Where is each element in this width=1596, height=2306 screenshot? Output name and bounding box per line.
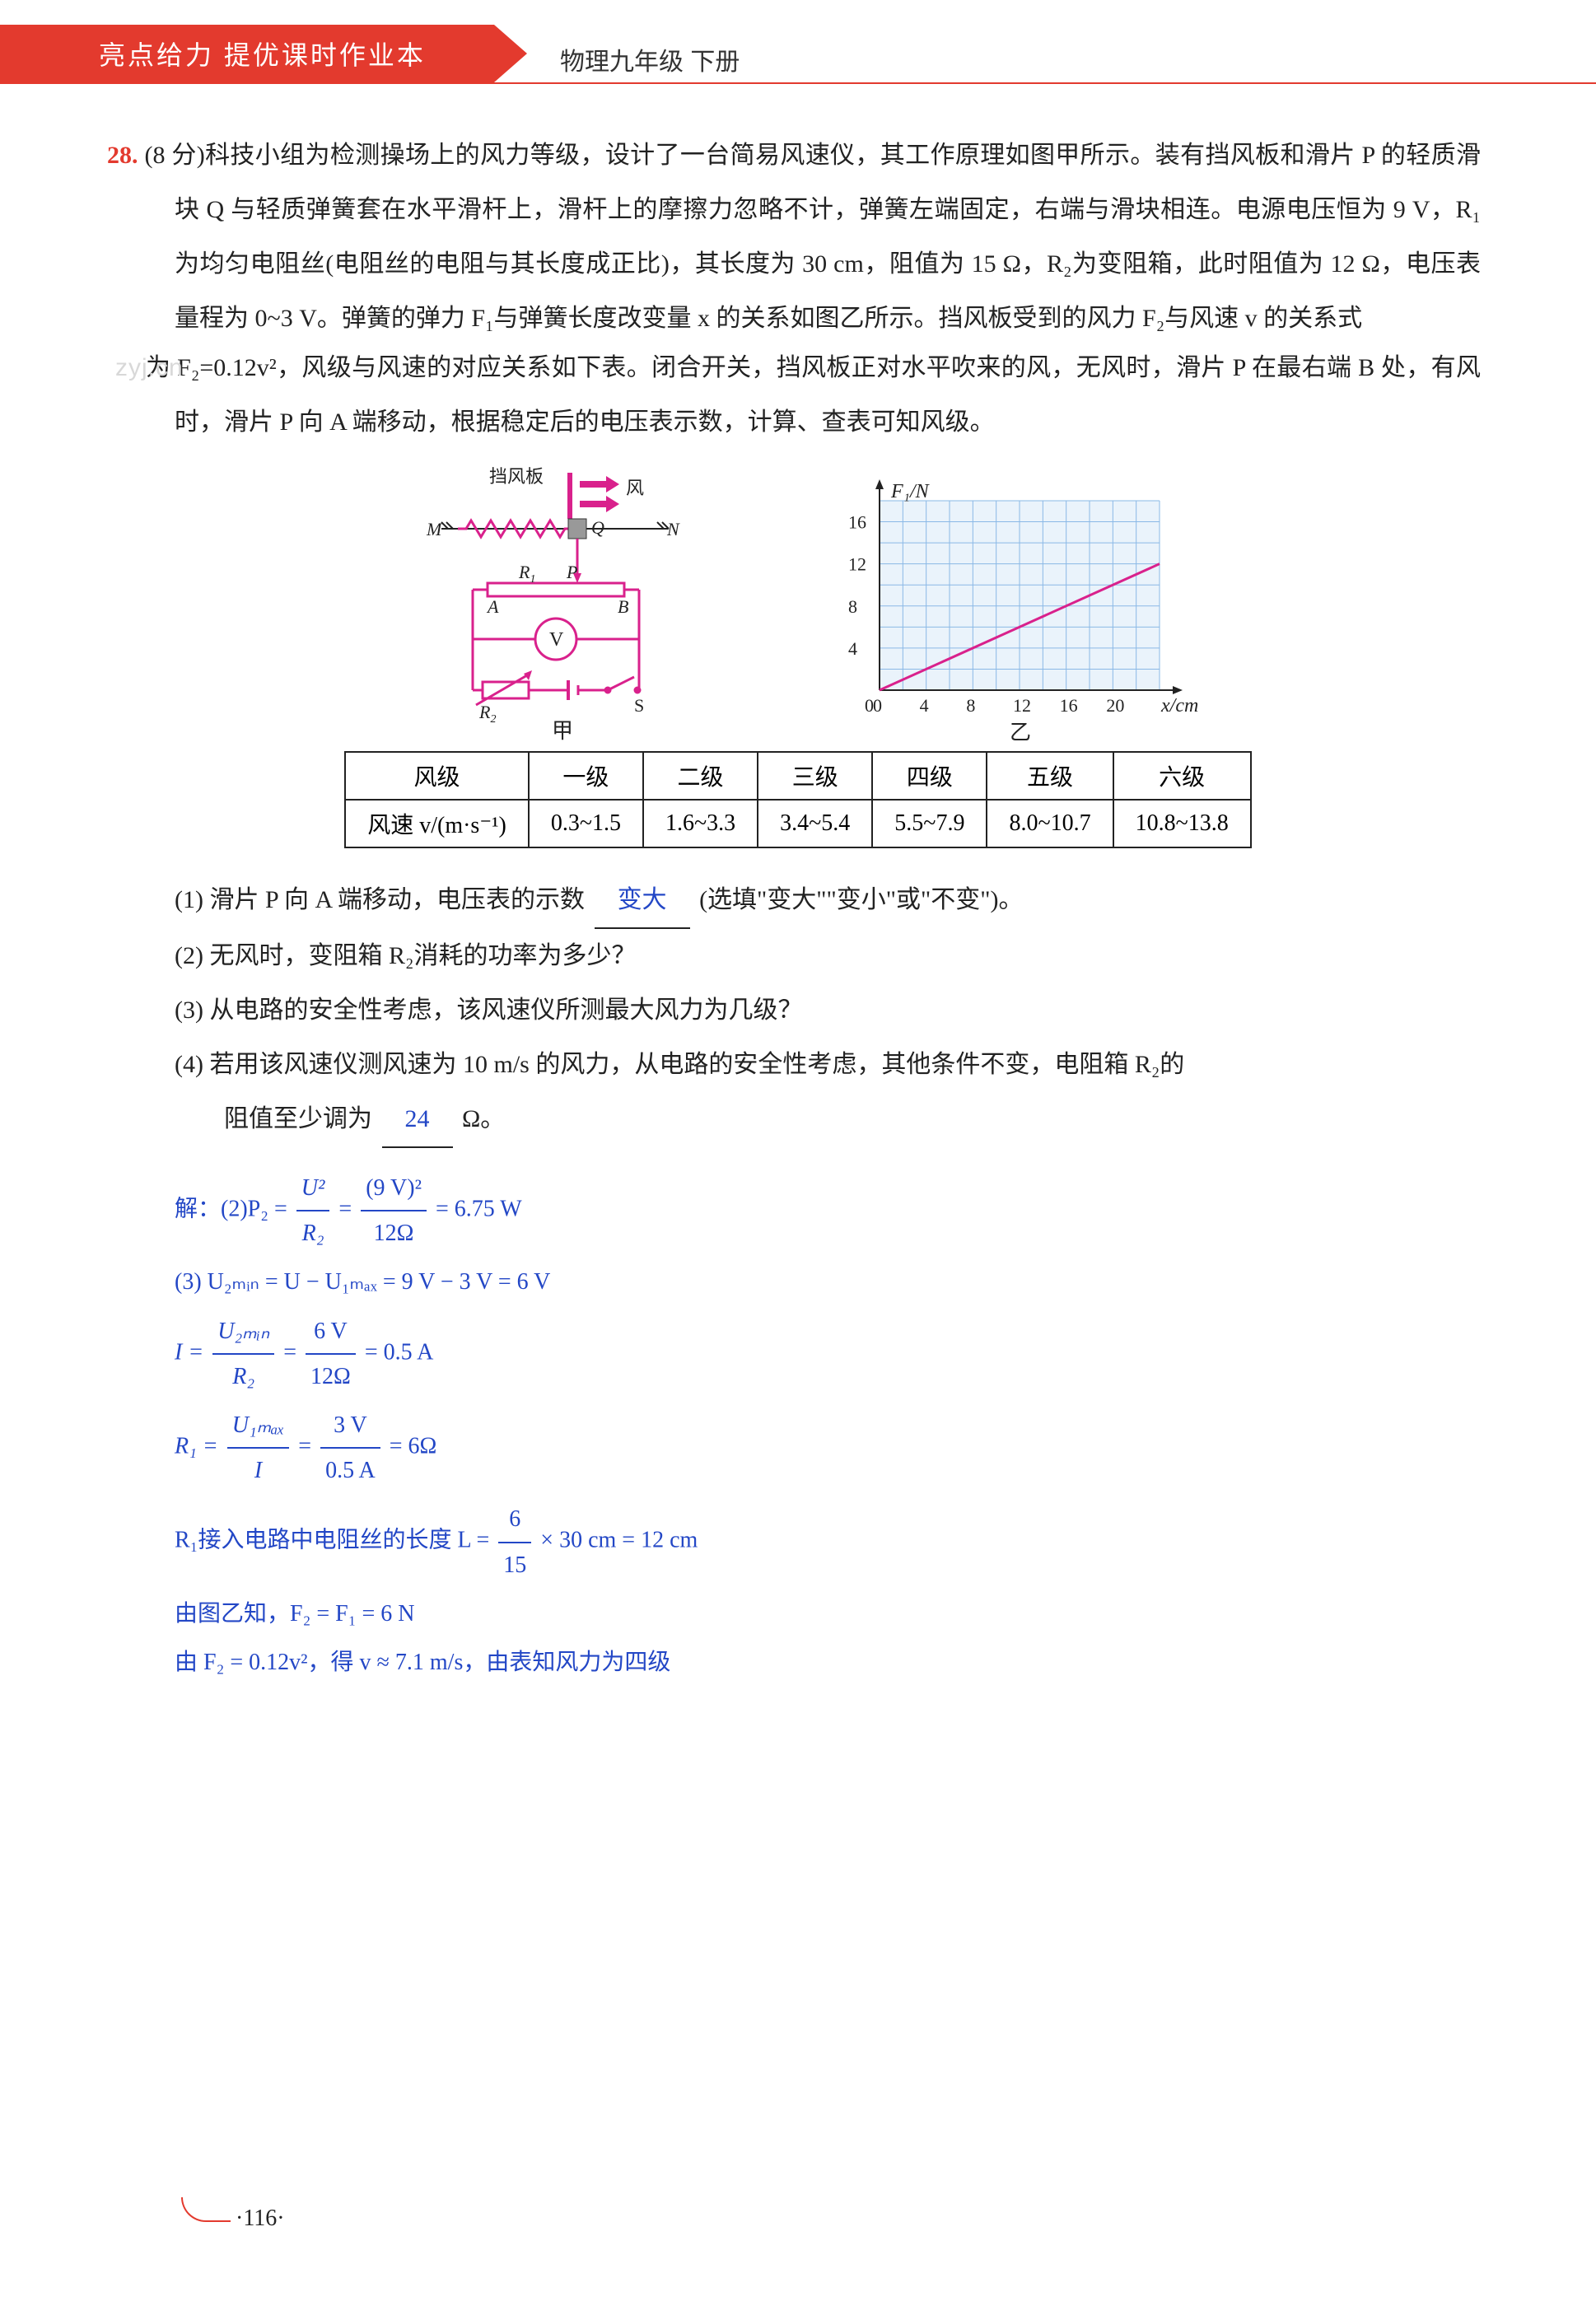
figure-circuit: 挡风板 风 M N Q	[390, 464, 736, 745]
svg-text:4: 4	[848, 638, 857, 659]
solution-line-7: 由 F₂ = 0.12v²，得 v ≈ 7.1 m/s，由表知风力为四级	[175, 1641, 1481, 1684]
svg-text:0: 0	[873, 695, 882, 716]
page-number: ·116·	[236, 2206, 285, 2231]
sub-question-4a: (4) 若用该风速仪测风速为 10 m/s 的风力，从电路的安全性考虑，其他条件…	[115, 1038, 1481, 1092]
svg-text:R2: R2	[478, 702, 496, 726]
question-number: 28.	[107, 142, 138, 169]
svg-text:x/cm: x/cm	[1160, 695, 1198, 717]
series-title: 亮点给力 提优课时作业本	[0, 25, 494, 82]
problem-text-2: zyj.cn为 F₂=0.12v²，风级与风速的对应关系如下表。闭合开关，挡风板…	[115, 341, 1481, 450]
book-title: 物理九年级 下册	[560, 41, 740, 77]
svg-text:S: S	[634, 695, 644, 716]
solution-line-5: R₁接入电路中电阻丝的长度 L = 615 × 30 cm = 12 cm	[175, 1497, 1481, 1586]
table-row-data: 风速 v/(m·s⁻¹) 0.3~1.5 1.6~3.3 3.4~5.4 5.5…	[345, 800, 1251, 847]
figure-chart: 0 4 8 12 16 20 4 8 12 16 0 F₁/N x/cm 乙	[827, 464, 1206, 745]
svg-text:Q: Q	[591, 517, 604, 538]
svg-text:B: B	[618, 596, 628, 617]
watermark: zyj.cn	[115, 341, 184, 395]
svg-text:挡风板: 挡风板	[489, 466, 544, 487]
points: (8 分)	[145, 142, 205, 169]
svg-text:8: 8	[966, 695, 975, 716]
svg-text:4: 4	[920, 695, 929, 716]
solution-line-3: I = U₂ₘᵢₙR₂ = 6 V12Ω = 0.5 A	[175, 1309, 1481, 1398]
svg-text:M: M	[426, 519, 443, 539]
svg-text:16: 16	[1060, 695, 1078, 716]
answer-blank-4: 24	[382, 1092, 453, 1148]
svg-text:12: 12	[848, 554, 866, 575]
problem-28: 28.(8 分)科技小组为检测操场上的风力等级，设计了一台简易风速仪，其工作原理…	[115, 128, 1481, 346]
sub-question-4b: 阻值至少调为 24 Ω。	[115, 1092, 1481, 1148]
solution-line-4: R₁ = U₁ₘₐₓI = 3 V0.5 A = 6Ω	[175, 1403, 1481, 1492]
svg-text:20: 20	[1106, 695, 1124, 716]
svg-text:P: P	[566, 562, 577, 582]
svg-text:风: 风	[626, 478, 644, 498]
sub-question-3: (3) 从电路的安全性考虑，该风速仪所测最大风力为几级？	[115, 983, 1481, 1038]
problem-text-1: 科技小组为检测操场上的风力等级，设计了一台简易风速仪，其工作原理如图甲所示。装有…	[175, 142, 1481, 332]
solution-line-1: 解：(2)P₂ = U²R₂ = (9 V)²12Ω = 6.75 W	[175, 1166, 1481, 1255]
svg-text:乙: 乙	[1010, 721, 1031, 745]
svg-text:A: A	[486, 596, 499, 617]
wind-level-table: 风级 一级 二级 三级 四级 五级 六级 风速 v/(m·s⁻¹) 0.3~1.…	[344, 751, 1252, 848]
svg-text:12: 12	[1013, 695, 1031, 716]
sub-question-1: (1) 滑片 P 向 A 端移动，电压表的示数 变大 (选填"变大""变小"或"…	[115, 873, 1481, 929]
svg-text:16: 16	[848, 512, 866, 533]
solution-line-6: 由图乙知，F₂ = F₁ = 6 N	[175, 1592, 1481, 1636]
sub-question-2: (2) 无风时，变阻箱 R₂消耗的功率为多少？	[115, 929, 1481, 983]
table-row-head: 风级 一级 二级 三级 四级 五级 六级	[345, 752, 1251, 800]
solution-line-2: (3) U₂ₘᵢₙ = U − U₁ₘₐₓ = 9 V − 3 V = 6 V	[175, 1260, 1481, 1304]
svg-text:V: V	[549, 629, 564, 651]
figures-row: 挡风板 风 M N Q	[115, 464, 1481, 745]
svg-text:0: 0	[865, 695, 874, 716]
svg-text:甲: 甲	[552, 719, 573, 743]
solution-block: 解：(2)P₂ = U²R₂ = (9 V)²12Ω = 6.75 W (3) …	[115, 1166, 1481, 1684]
answer-blank-1: 变大	[595, 873, 690, 929]
page-footer: ·116·	[181, 2197, 285, 2232]
page-header: 亮点给力 提优课时作业本 物理九年级 下册	[0, 25, 1596, 96]
svg-text:R1: R1	[518, 562, 535, 586]
svg-text:F₁/N: F₁/N	[890, 481, 931, 502]
svg-text:8: 8	[848, 596, 857, 617]
